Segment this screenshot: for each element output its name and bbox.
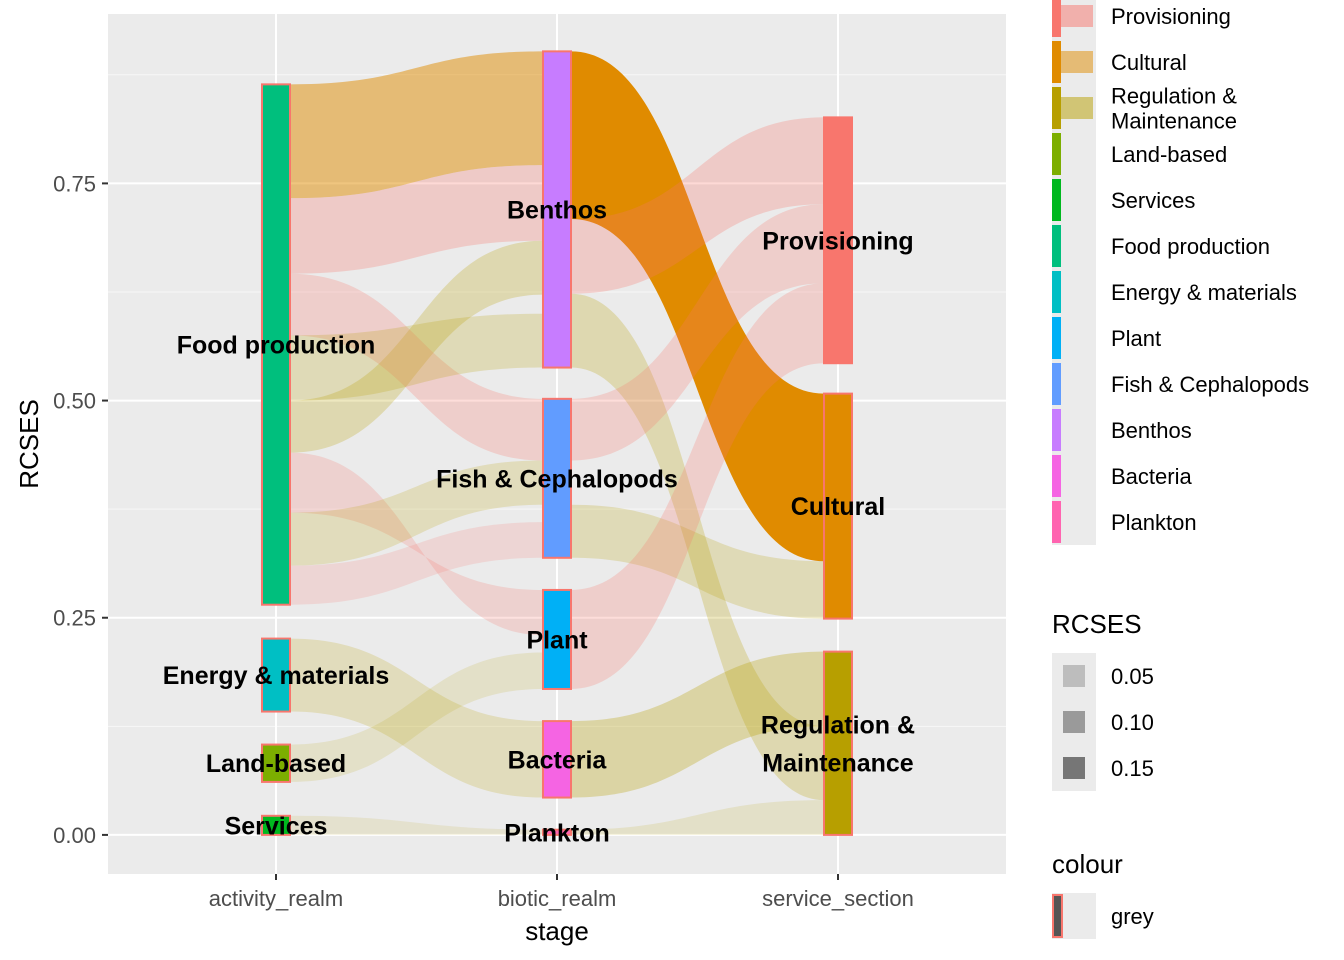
legend-colour-label: grey: [1111, 904, 1154, 929]
flow-14: [571, 204, 824, 461]
legend-key-flow: [1055, 51, 1093, 73]
legend-label-benthos: Benthos: [1111, 418, 1192, 443]
flow-13: [571, 293, 824, 801]
flow-5: [290, 452, 543, 636]
stratum-energy-materials: [261, 637, 291, 713]
y-tick-label: 0.00: [53, 823, 96, 848]
stratum-provisioning: [823, 116, 853, 365]
stratum-plankton: [542, 828, 572, 836]
strata: [261, 50, 853, 836]
legend-key-swatch: [1052, 317, 1061, 359]
legend-key-swatch: [1052, 455, 1061, 497]
stratum-label-energy-materials: Energy & materials: [163, 662, 390, 690]
legend-colour: grey: [1052, 893, 1154, 939]
legend-alpha-swatch: [1063, 757, 1085, 779]
legend-key-flow: [1055, 5, 1093, 27]
legend-alpha-title: RCSES: [1052, 609, 1142, 639]
legend-alpha-swatch: [1063, 665, 1085, 687]
axes: 0.00 0.25 0.50 0.75 activity_realm biotic_rea…: [53, 171, 914, 911]
legend-colour-title: colour: [1052, 849, 1123, 879]
legend-fill: Provisioning Cultural Regulation & Maintena…: [1052, 0, 1309, 545]
legend-key-swatch: [1052, 179, 1061, 221]
legend-label-provisioning: Provisioning: [1111, 4, 1231, 29]
stratum-land-based: [261, 743, 291, 783]
legend-label-fish-cephalopods: Fish & Cephalopods: [1111, 372, 1309, 397]
flow-6: [290, 460, 543, 566]
legend-label-land-based: Land-based: [1111, 142, 1227, 167]
flow-17: [571, 651, 824, 798]
x-axis-title: stage: [525, 916, 589, 946]
flow-10: [290, 815, 543, 835]
legend-label-energy-materials: Energy & materials: [1111, 280, 1297, 305]
legend-label-regulation-maintenance: Regulation & Maintenance: [1111, 84, 1237, 134]
flow-4: [290, 313, 543, 401]
flow-11: [571, 51, 824, 562]
stratum-plant: [542, 588, 572, 690]
legend-label-cultural: Cultural: [1111, 50, 1187, 75]
legend-key-flow: [1055, 97, 1093, 119]
flow-2: [290, 240, 543, 453]
y-tick-label: 0.25: [53, 606, 96, 631]
stratum-label-plant: Plant: [526, 626, 588, 654]
legend-key-swatch: [1052, 225, 1061, 267]
stratum-label-cultural: Cultural: [791, 493, 885, 521]
legend-key-swatch: [1052, 409, 1061, 451]
legend-key-swatch: [1052, 271, 1061, 313]
stratum-label-bacteria: Bacteria: [508, 746, 608, 774]
stratum-label-land-based: Land-based: [206, 750, 346, 778]
stratum-services: [261, 814, 291, 836]
legend-alpha-label: 0.15: [1111, 756, 1154, 781]
legend-colour-swatch: [1052, 894, 1063, 938]
x-tick-label-activity-realm: activity_realm: [209, 886, 343, 911]
stratum-label-benthos: Benthos: [507, 196, 607, 224]
legend-label-plant: Plant: [1111, 326, 1161, 351]
legend-label-food-production: Food production: [1111, 234, 1270, 259]
alluvial-flows: [290, 51, 824, 835]
flow-7: [290, 522, 543, 605]
legend-alpha-label: 0.05: [1111, 664, 1154, 689]
legend-alpha-swatch: [1063, 711, 1085, 733]
x-tick-label-service-section: service_section: [762, 886, 914, 911]
legend-key-swatch: [1052, 133, 1061, 175]
flow-3: [290, 273, 543, 461]
legend-label-bacteria: Bacteria: [1111, 464, 1192, 489]
legend-label-services: Services: [1111, 188, 1195, 213]
legend-key-swatch: [1052, 501, 1061, 543]
flow-1: [290, 165, 543, 274]
stratum-label-food-production: Food production: [177, 332, 376, 360]
y-tick-label: 0.50: [53, 389, 96, 414]
stratum-labels: Food production Energy & materials Land-ba…: [163, 196, 915, 847]
x-tick-label-biotic-realm: biotic_realm: [498, 886, 617, 911]
stratum-cultural: [823, 392, 853, 620]
stratum-label-plankton: Plankton: [504, 819, 610, 847]
y-tick-label: 0.75: [53, 171, 96, 196]
flow-0: [290, 51, 543, 199]
y-axis-title: RCSES: [14, 399, 44, 489]
flow-15: [571, 504, 824, 619]
flow-18: [571, 800, 824, 835]
flow-16: [571, 283, 824, 689]
stratum-benthos: [542, 50, 572, 369]
stratum-food-production: [261, 83, 291, 606]
legend-label-plankton: Plankton: [1111, 510, 1197, 535]
flow-9: [290, 652, 543, 782]
legend-alpha-label: 0.10: [1111, 710, 1154, 735]
stratum-bacteria: [542, 720, 572, 799]
flow-8: [290, 638, 543, 798]
stratum-label-services: Services: [225, 812, 328, 840]
legend-alpha: 0.05 0.10 0.15: [1052, 653, 1154, 791]
stratum-label-regulation-maintenance: Regulation & Maintenance: [761, 711, 915, 777]
legend-key-swatch: [1052, 363, 1061, 405]
stratum-regulation-maintenance: [823, 650, 853, 836]
stratum-label-provisioning: Provisioning: [762, 227, 913, 255]
stratum-fish-cephalopods: [542, 397, 572, 559]
stratum-label-fish-cephalopods: Fish & Cephalopods: [436, 465, 678, 493]
flow-12: [571, 117, 824, 294]
